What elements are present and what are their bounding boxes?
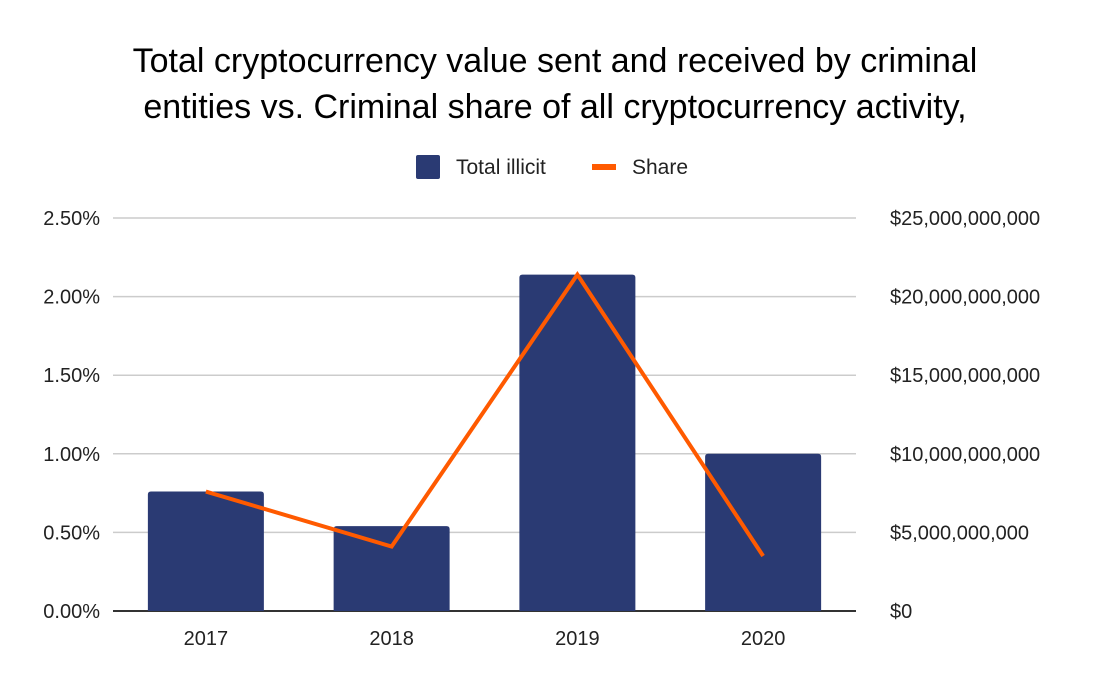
left-axis-tick-label: 0.00%	[43, 601, 100, 623]
chart-title-line-2: entities vs. Criminal share of all crypt…	[143, 88, 966, 126]
bar-2018	[334, 526, 450, 611]
right-axis-tick-label: $15,000,000,000	[890, 365, 1040, 387]
legend-swatch-share	[592, 164, 616, 170]
left-axis-tick-label: 2.00%	[43, 287, 100, 309]
left-axis-tick-label: 1.50%	[43, 365, 100, 387]
chart-title-line-1: Total cryptocurrency value sent and rece…	[133, 42, 978, 80]
right-axis-tick-label: $25,000,000,000	[890, 208, 1040, 230]
x-axis-tick-label: 2020	[741, 628, 786, 650]
legend: Total illicit Share	[416, 155, 688, 179]
right-axis-tick-label: $10,000,000,000	[890, 444, 1040, 466]
right-axis-tick-label: $20,000,000,000	[890, 287, 1040, 309]
x-axis-tick-label: 2017	[184, 628, 229, 650]
right-axis-tick-label: $5,000,000,000	[890, 522, 1029, 544]
bar-2020	[705, 454, 821, 611]
bar-2019	[519, 275, 635, 611]
left-axis-tick-label: 2.50%	[43, 208, 100, 230]
legend-label-total-illicit: Total illicit	[456, 156, 546, 179]
legend-swatch-total-illicit	[416, 155, 440, 179]
left-axis-tick-label: 0.50%	[43, 522, 100, 544]
left-axis-tick-label: 1.00%	[43, 444, 100, 466]
right-axis-tick-label: $0	[890, 601, 912, 623]
bar-2017	[148, 492, 264, 611]
x-axis-tick-label: 2018	[369, 628, 414, 650]
legend-label-share: Share	[632, 156, 688, 179]
x-axis-tick-label: 2019	[555, 628, 600, 650]
share-line	[206, 275, 763, 556]
